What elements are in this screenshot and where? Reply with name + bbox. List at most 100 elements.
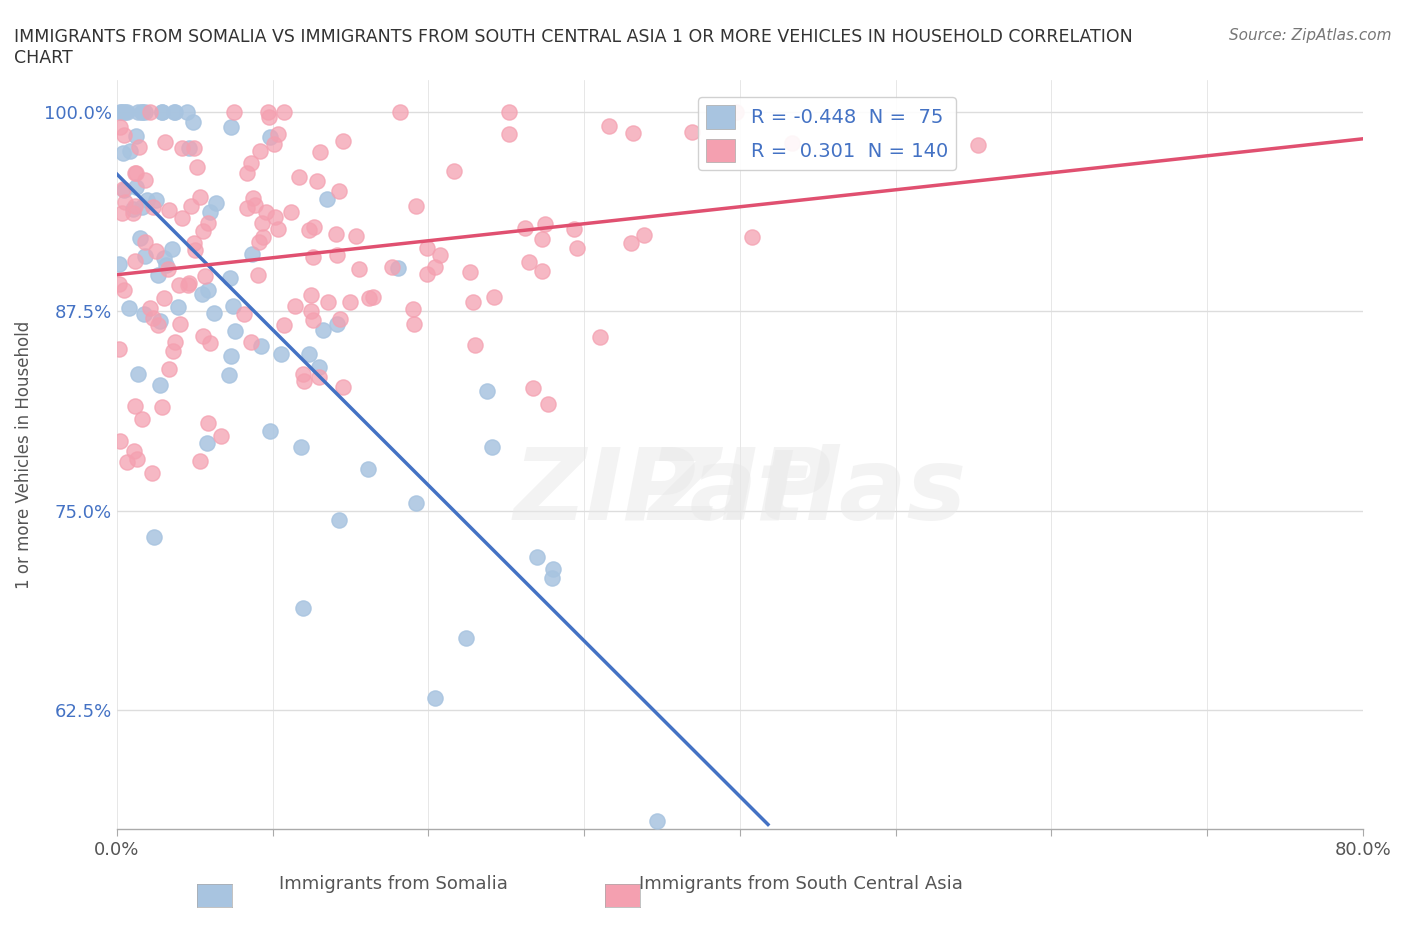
Point (247, 234, 270, 249)
Point (197, 216, 219, 231)
Point (464, 338, 486, 352)
Text: Immigrants from Somalia: Immigrants from Somalia (280, 875, 508, 893)
Point (273, 104, 295, 119)
Point (620, 236, 643, 251)
Point (125, 451, 148, 466)
Point (298, 223, 321, 238)
Point (155, 258, 177, 272)
Point (221, 119, 243, 134)
Point (177, 278, 200, 293)
Point (498, 104, 520, 119)
Point (107, 276, 129, 291)
Point (131, 104, 153, 119)
Point (131, 104, 153, 119)
Point (184, 243, 207, 258)
Point (112, 282, 135, 297)
Point (150, 104, 173, 119)
Point (111, 104, 134, 119)
Point (153, 290, 176, 305)
Point (209, 429, 232, 444)
Legend: R = -0.448  N =  75, R =  0.301  N = 140: R = -0.448 N = 75, R = 0.301 N = 140 (699, 98, 956, 170)
Point (531, 232, 554, 246)
Point (134, 234, 156, 249)
Point (191, 286, 214, 301)
Point (302, 312, 325, 327)
Point (191, 224, 214, 239)
Text: ZIP: ZIP (648, 444, 831, 540)
Point (530, 263, 553, 278)
Point (402, 316, 425, 331)
Point (240, 246, 263, 261)
Point (267, 127, 290, 142)
Point (429, 248, 451, 263)
Point (149, 378, 172, 392)
Point (197, 415, 219, 430)
Point (107, 257, 129, 272)
Point (194, 268, 217, 283)
Point (186, 160, 208, 175)
Point (388, 104, 411, 119)
Point (346, 228, 368, 243)
Point (356, 461, 378, 476)
Point (108, 433, 131, 448)
Point (222, 299, 245, 313)
Point (125, 179, 148, 194)
Point (299, 287, 322, 302)
Point (134, 249, 156, 264)
Point (513, 220, 536, 235)
Point (188, 454, 211, 469)
Point (118, 143, 141, 158)
Point (114, 104, 136, 119)
Point (145, 193, 167, 207)
Text: Source: ZipAtlas.com: Source: ZipAtlas.com (1229, 28, 1392, 43)
Point (135, 193, 157, 207)
Point (526, 550, 548, 565)
Point (460, 265, 482, 280)
Point (115, 454, 138, 469)
Point (598, 119, 620, 134)
Point (107, 341, 129, 356)
Point (146, 317, 169, 332)
Point (328, 183, 350, 198)
Point (111, 181, 134, 196)
Point (249, 144, 271, 159)
Point (359, 291, 381, 306)
Point (567, 241, 589, 256)
Point (297, 346, 319, 361)
Point (308, 360, 330, 375)
Point (537, 396, 560, 411)
Point (477, 384, 499, 399)
Point (149, 313, 172, 328)
Point (280, 205, 302, 219)
Point (232, 307, 254, 322)
Point (326, 248, 349, 263)
Point (741, 230, 763, 245)
Point (193, 328, 215, 343)
Point (165, 104, 187, 119)
Point (259, 424, 281, 439)
Point (242, 191, 264, 206)
Point (197, 283, 219, 298)
Point (167, 277, 190, 292)
Point (138, 104, 160, 119)
Y-axis label: 1 or more Vehicles in Household: 1 or more Vehicles in Household (15, 321, 32, 589)
Point (522, 380, 544, 395)
Point (129, 231, 152, 246)
Point (179, 275, 201, 290)
Point (328, 512, 350, 527)
Point (163, 334, 186, 349)
Point (645, 814, 668, 829)
Point (143, 529, 166, 544)
Point (162, 343, 184, 358)
Point (461, 295, 484, 310)
Point (145, 244, 167, 259)
Point (176, 104, 198, 119)
Point (621, 126, 644, 140)
Point (387, 260, 409, 275)
Point (180, 199, 202, 214)
Point (134, 173, 156, 188)
Point (134, 307, 156, 322)
Point (125, 166, 148, 180)
Point (263, 137, 285, 152)
Point (183, 236, 205, 251)
